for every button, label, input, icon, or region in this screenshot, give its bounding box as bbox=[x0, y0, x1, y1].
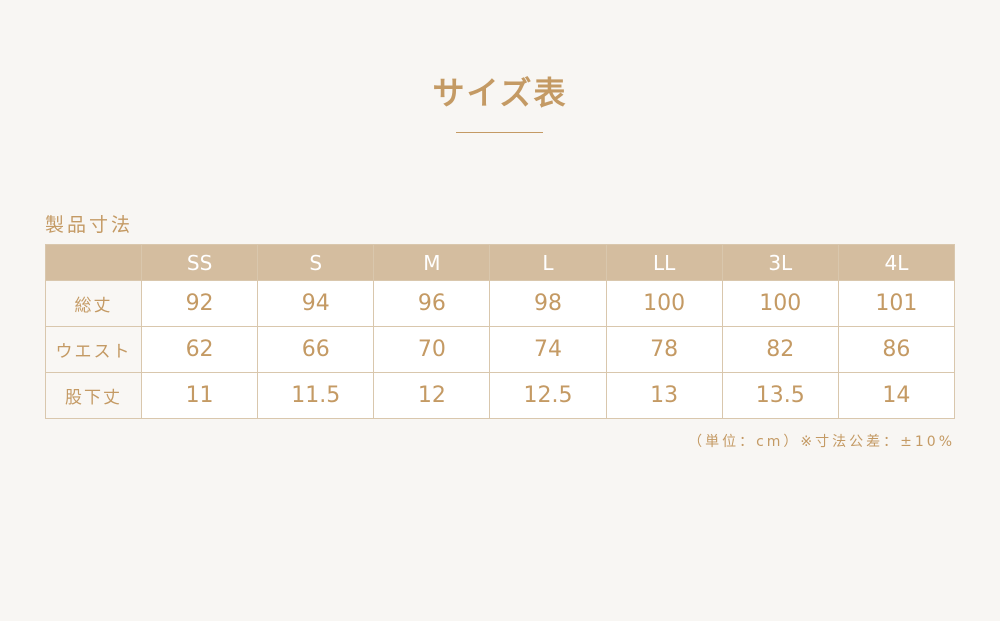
table-cell: 13 bbox=[605, 372, 723, 419]
table-cell: 78 bbox=[605, 326, 723, 373]
column-header: S bbox=[257, 244, 375, 281]
table-cell: 94 bbox=[257, 280, 375, 327]
table-cell: 62 bbox=[140, 326, 259, 373]
page-title: サイズ表 bbox=[432, 74, 568, 112]
table-cell: 82 bbox=[721, 326, 839, 373]
table-cell: 98 bbox=[489, 280, 607, 327]
table-cell: 101 bbox=[837, 280, 956, 327]
row-label: 股下丈 bbox=[45, 372, 142, 419]
table-cell: 13.5 bbox=[721, 372, 839, 419]
table-cell: 96 bbox=[373, 280, 491, 327]
column-header: 3L bbox=[721, 244, 839, 281]
row-label: ウエスト bbox=[45, 326, 142, 373]
title-divider bbox=[456, 132, 543, 133]
table-cell: 92 bbox=[140, 280, 259, 327]
table-cell: 100 bbox=[721, 280, 839, 327]
table-cell: 66 bbox=[257, 326, 375, 373]
table-cell: 14 bbox=[837, 372, 956, 419]
column-header: M bbox=[373, 244, 491, 281]
table-cell: 12 bbox=[373, 372, 491, 419]
table-cell: 11 bbox=[140, 372, 259, 419]
section-label: 製品寸法 bbox=[45, 214, 134, 236]
table-cell: 70 bbox=[373, 326, 491, 373]
header-row: SS S M L LL 3L 4L bbox=[45, 244, 956, 281]
unit-note: （単位：cm）※寸法公差：±10% bbox=[688, 434, 955, 450]
size-table: SS S M L LL 3L 4L 総丈 92 94 96 98 100 100 101 ウエス… bbox=[45, 244, 956, 419]
table-cell: 74 bbox=[489, 326, 607, 373]
row-label: 総丈 bbox=[45, 280, 142, 327]
table-cell: 11.5 bbox=[257, 372, 375, 419]
table-row: ウエスト 62 66 70 74 78 82 86 bbox=[45, 326, 956, 373]
table-row: 総丈 92 94 96 98 100 100 101 bbox=[45, 280, 956, 327]
table-cell: 100 bbox=[605, 280, 723, 327]
table-cell: 12.5 bbox=[489, 372, 607, 419]
table-row: 股下丈 11 11.5 12 12.5 13 13.5 14 bbox=[45, 372, 956, 419]
column-header: L bbox=[489, 244, 607, 281]
column-header: SS bbox=[140, 244, 259, 281]
table-cell: 86 bbox=[837, 326, 956, 373]
header-corner bbox=[45, 244, 142, 281]
column-header: LL bbox=[605, 244, 723, 281]
column-header: 4L bbox=[837, 244, 956, 281]
